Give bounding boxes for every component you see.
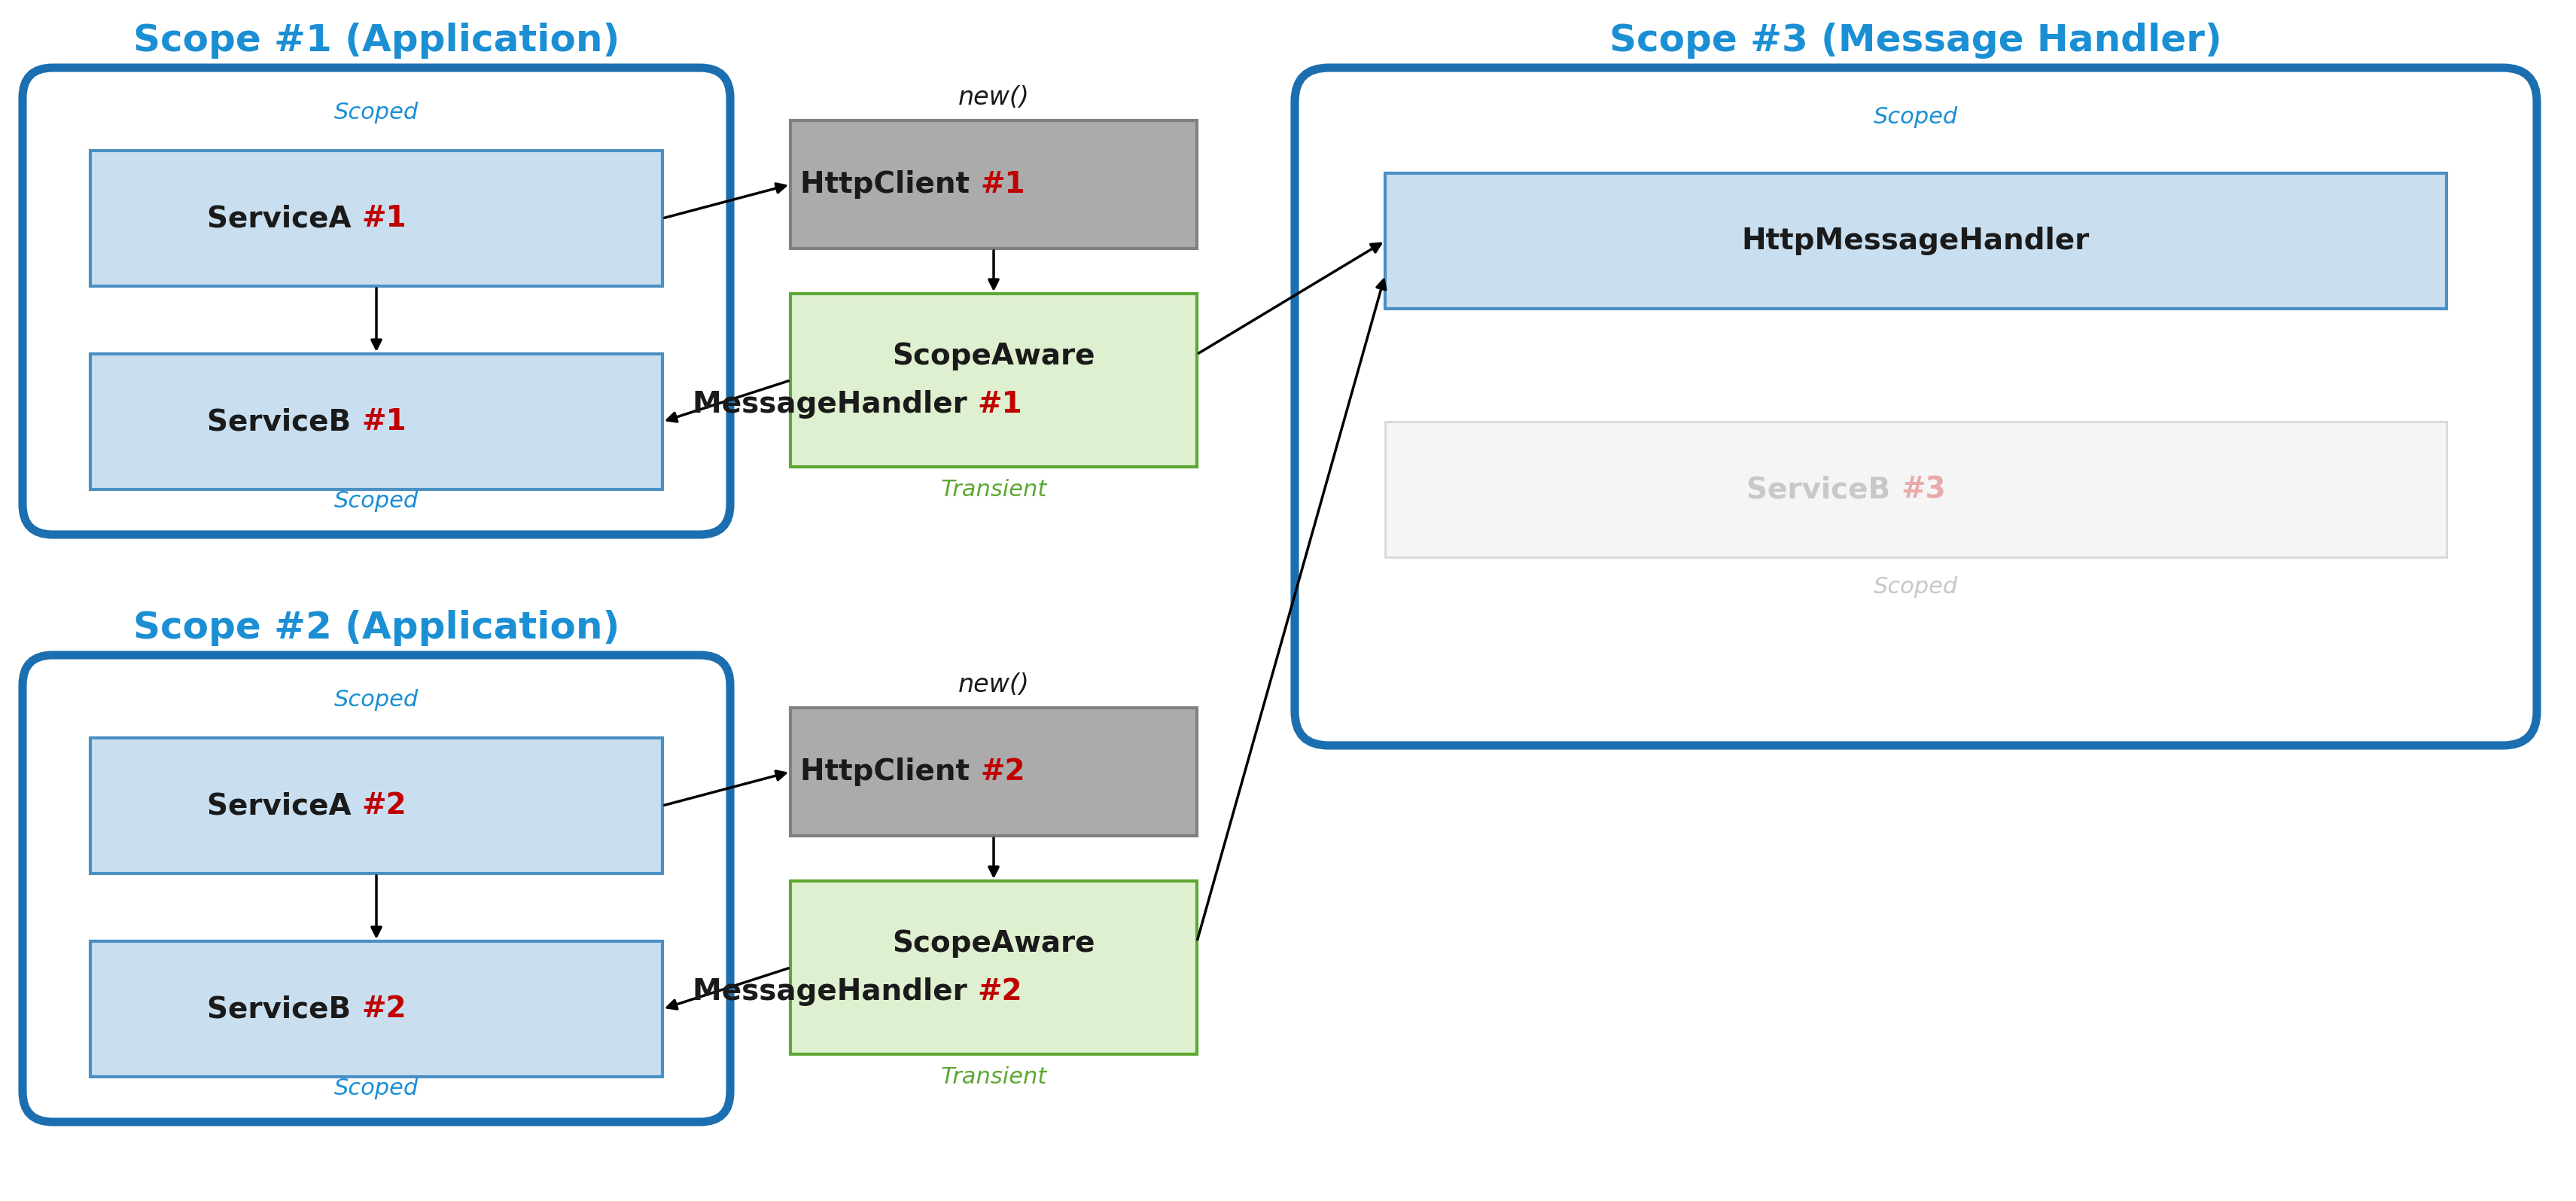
FancyBboxPatch shape: [1386, 422, 2447, 557]
Text: #2: #2: [361, 994, 407, 1023]
Text: new(): new(): [958, 85, 1030, 110]
Text: #1: #1: [361, 204, 407, 233]
FancyBboxPatch shape: [791, 707, 1198, 836]
Text: #1: #1: [979, 171, 1025, 199]
Text: ServiceB: ServiceB: [206, 994, 361, 1023]
Text: Transient: Transient: [940, 479, 1046, 501]
Text: Scoped: Scoped: [335, 1077, 420, 1099]
Text: #2: #2: [976, 978, 1023, 1006]
FancyBboxPatch shape: [90, 942, 662, 1077]
FancyBboxPatch shape: [90, 150, 662, 286]
Text: Scoped: Scoped: [1873, 576, 1958, 598]
Text: Scoped: Scoped: [335, 102, 420, 124]
Text: #2: #2: [979, 758, 1025, 787]
Text: HttpClient: HttpClient: [801, 171, 979, 199]
FancyBboxPatch shape: [1386, 173, 2447, 309]
Text: MessageHandler: MessageHandler: [693, 978, 976, 1006]
FancyBboxPatch shape: [23, 655, 729, 1122]
FancyBboxPatch shape: [23, 67, 729, 534]
FancyBboxPatch shape: [791, 120, 1198, 249]
FancyBboxPatch shape: [791, 882, 1198, 1054]
Text: ServiceB: ServiceB: [206, 407, 361, 436]
Text: ScopeAware: ScopeAware: [891, 930, 1095, 957]
Text: HttpMessageHandler: HttpMessageHandler: [1741, 227, 2089, 256]
Text: #1: #1: [976, 390, 1023, 419]
FancyBboxPatch shape: [90, 354, 662, 490]
Text: Scoped: Scoped: [335, 689, 420, 711]
Text: HttpClient: HttpClient: [801, 758, 979, 787]
Text: Scope #1 (Application): Scope #1 (Application): [134, 23, 621, 59]
Text: #2: #2: [361, 791, 407, 820]
FancyBboxPatch shape: [1296, 67, 2537, 746]
Text: MessageHandler: MessageHandler: [693, 390, 976, 419]
Text: Scope #2 (Application): Scope #2 (Application): [134, 610, 621, 646]
FancyBboxPatch shape: [90, 737, 662, 873]
Text: ServiceA: ServiceA: [206, 204, 361, 233]
Text: Scoped: Scoped: [335, 490, 420, 512]
Text: ScopeAware: ScopeAware: [891, 342, 1095, 370]
Text: new(): new(): [958, 673, 1030, 698]
Text: ServiceB: ServiceB: [1747, 476, 1901, 503]
Text: Scoped: Scoped: [1873, 106, 1958, 127]
Text: Scope #3 (Message Handler): Scope #3 (Message Handler): [1610, 23, 2223, 59]
Text: ServiceA: ServiceA: [206, 791, 361, 820]
Text: #1: #1: [361, 407, 407, 436]
Text: #3: #3: [1901, 476, 1945, 503]
FancyBboxPatch shape: [791, 294, 1198, 467]
Text: Transient: Transient: [940, 1066, 1046, 1088]
